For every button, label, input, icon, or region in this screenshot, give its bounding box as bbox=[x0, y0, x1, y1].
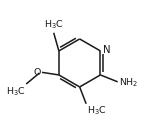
Text: O: O bbox=[33, 68, 41, 77]
Text: NH$_2$: NH$_2$ bbox=[119, 76, 138, 89]
Text: H$_3$C: H$_3$C bbox=[45, 19, 64, 31]
Text: H$_3$C: H$_3$C bbox=[87, 105, 107, 117]
Text: H$_3$C: H$_3$C bbox=[6, 85, 26, 98]
Text: N: N bbox=[103, 45, 111, 55]
